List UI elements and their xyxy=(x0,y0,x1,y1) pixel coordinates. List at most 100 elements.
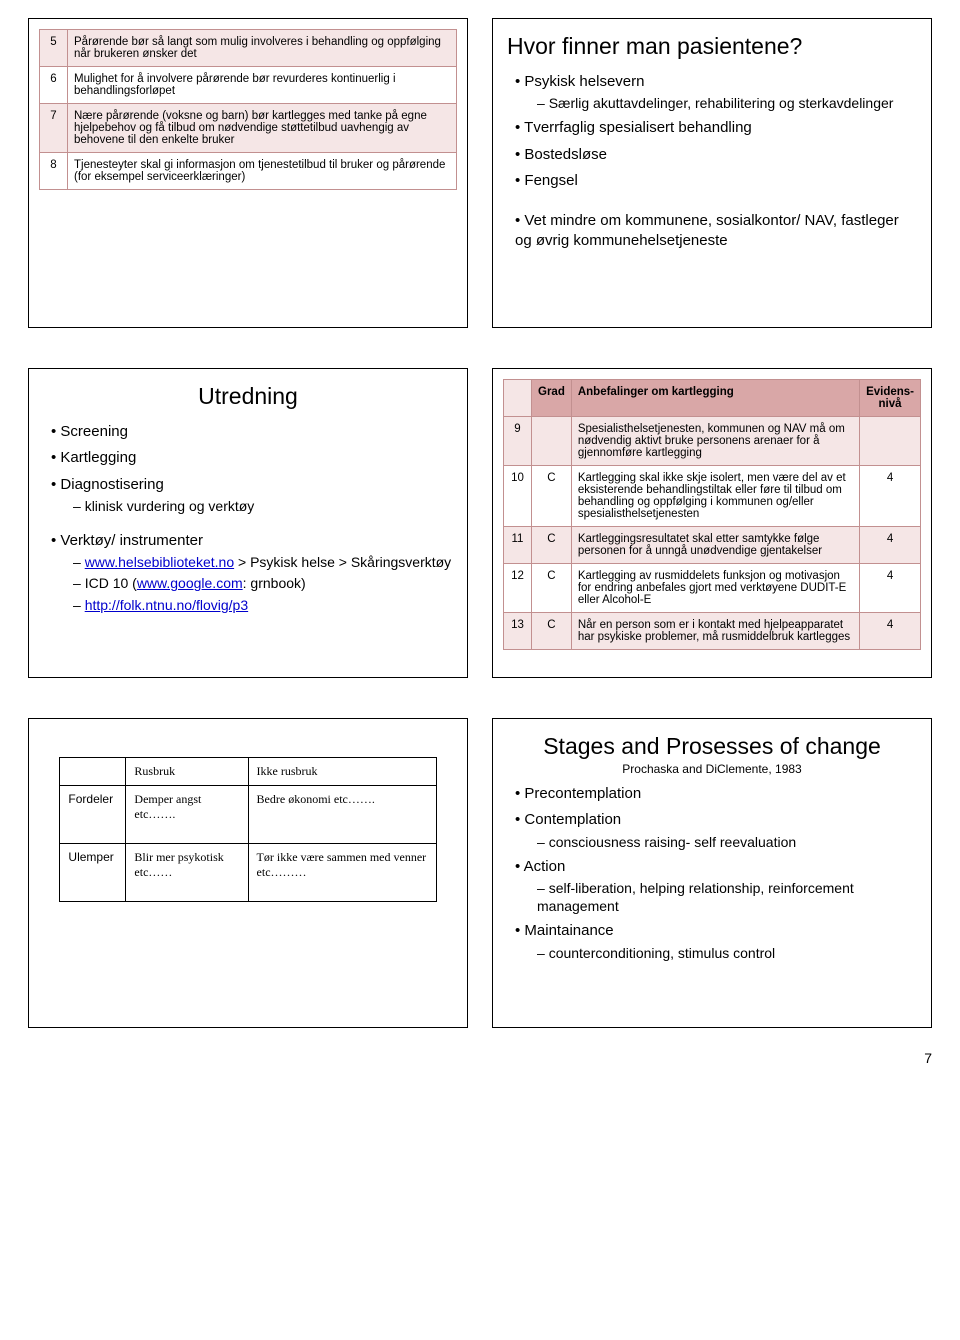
slide-6-title: Stages and Prosesses of change xyxy=(507,733,917,760)
col-empty xyxy=(60,758,126,786)
slide-3-list: Screening Kartlegging Diagnostiseringklini… xyxy=(43,422,453,515)
row-text: Mulighet for å involvere pårørende bør r… xyxy=(68,67,457,104)
col-anbefalinger: Anbefalinger om kartlegging xyxy=(571,380,859,417)
table-row: 13CNår en person som er i kontakt med hj… xyxy=(504,613,921,650)
slide-3-title: Utredning xyxy=(43,383,453,410)
col-blank xyxy=(504,380,532,417)
row-text: Kartleggingsresultatet skal etter samtyk… xyxy=(571,527,859,564)
row-evidence xyxy=(860,417,921,466)
col-rusbruk: Rusbruk xyxy=(126,758,248,786)
list-item: Bostedsløse xyxy=(515,145,917,165)
list-item: Kartlegging xyxy=(51,448,453,468)
sub-list-item: self-liberation, helping relationship, r… xyxy=(537,879,917,915)
row-grade: C xyxy=(532,613,572,650)
row-evidence: 4 xyxy=(860,613,921,650)
table-row: 5Pårørende bør så langt som mulig involv… xyxy=(40,30,457,67)
row-text: Når en person som er i kontakt med hjelp… xyxy=(571,613,859,650)
list-item: Psykisk helsevernSærlig akuttavdelinger,… xyxy=(515,72,917,112)
cell-rusbruk: Demper angst etc……. xyxy=(126,786,248,844)
slide-1: 5Pårørende bør så langt som mulig involv… xyxy=(28,18,468,328)
row-text: Pårørende bør så langt som mulig involve… xyxy=(68,30,457,67)
slide-3: Utredning Screening Kartlegging Diagnostis… xyxy=(28,368,468,678)
row-number: 7 xyxy=(40,104,68,153)
row-evidence: 4 xyxy=(860,564,921,613)
table-rusbruk: Rusbruk Ikke rusbruk FordelerDemper angs… xyxy=(59,757,436,902)
sub-list: counterconditioning, stimulus control xyxy=(515,944,917,962)
slide-5: Rusbruk Ikke rusbruk FordelerDemper angs… xyxy=(28,718,468,1028)
col-ikke-rusbruk: Ikke rusbruk xyxy=(248,758,436,786)
list-item: Fengsel xyxy=(515,171,917,191)
slide-6-list: Precontemplation Contemplationconsciousne… xyxy=(507,784,917,962)
list-item: Maintainancecounterconditioning, stimulu… xyxy=(515,921,917,961)
table-row: 10CKartlegging skal ikke skje isolert, m… xyxy=(504,466,921,527)
slide-2-list: Psykisk helsevernSærlig akuttavdelinger,… xyxy=(507,72,917,191)
col-grad: Grad xyxy=(532,380,572,417)
row-text: Kartlegging av rusmiddelets funksjon og … xyxy=(571,564,859,613)
slide-2: Hvor finner man pasientene? Psykisk hels… xyxy=(492,18,932,328)
row-label: Fordeler xyxy=(60,786,126,844)
table-row: 9 Spesialisthelsetjenesten, kommunen og N… xyxy=(504,417,921,466)
row-number: 5 xyxy=(40,30,68,67)
sub-list-item: ICD 10 (www.google.com: grnbook) xyxy=(73,574,453,592)
sub-list: self-liberation, helping relationship, r… xyxy=(515,879,917,915)
list-item: Contemplationconsciousness raising- self… xyxy=(515,810,917,850)
slide-6: Stages and Prosesses of change Prochaska… xyxy=(492,718,932,1028)
row-text: Spesialisthelsetjenesten, kommunen og NA… xyxy=(571,417,859,466)
row-text: Tjenesteyter skal gi informasjon om tjen… xyxy=(68,153,457,190)
row-text: Kartlegging skal ikke skje isolert, men … xyxy=(571,466,859,527)
link[interactable]: www.helsebiblioteket.no xyxy=(85,554,234,570)
sub-list-item: counterconditioning, stimulus control xyxy=(537,944,917,962)
row-label: Ulemper xyxy=(60,844,126,902)
row-number: 9 xyxy=(504,417,532,466)
table-row: UlemperBlir mer psykotisk etc……Tør ikke … xyxy=(60,844,436,902)
table-row: 11CKartleggingsresultatet skal etter sam… xyxy=(504,527,921,564)
slide-2-title: Hvor finner man pasientene? xyxy=(507,33,917,60)
row-grade: C xyxy=(532,466,572,527)
page-number: 7 xyxy=(28,1050,932,1066)
slide-4: Grad Anbefalinger om kartlegging Evidens… xyxy=(492,368,932,678)
sub-list-item: Særlig akuttavdelinger, rehabilitering o… xyxy=(537,94,917,112)
sub-list: klinisk vurdering og verktøy xyxy=(51,497,453,515)
list-item: Precontemplation xyxy=(515,784,917,804)
sub-list: Særlig akuttavdelinger, rehabilitering o… xyxy=(515,94,917,112)
slides-grid: 5Pårørende bør så langt som mulig involv… xyxy=(28,18,932,1028)
row-evidence: 4 xyxy=(860,527,921,564)
row-number: 13 xyxy=(504,613,532,650)
row-text: Nære pårørende (voksne og barn) bør kart… xyxy=(68,104,457,153)
sub-list-item: http://folk.ntnu.no/flovig/p3 xyxy=(73,596,453,614)
cell-rusbruk: Blir mer psykotisk etc…… xyxy=(126,844,248,902)
row-number: 6 xyxy=(40,67,68,104)
list-item: Vet mindre om kommunene, sosialkontor/ N… xyxy=(515,211,917,252)
table-row: FordelerDemper angst etc…….Bedre økonomi… xyxy=(60,786,436,844)
link[interactable]: www.google.com xyxy=(137,575,243,591)
sub-list: www.helsebiblioteket.no > Psykisk helse … xyxy=(51,553,453,614)
sub-list-item: www.helsebiblioteket.no > Psykisk helse … xyxy=(73,553,453,571)
link[interactable]: http://folk.ntnu.no/flovig/p3 xyxy=(85,597,248,613)
sub-list-item: consciousness raising- self reevaluation xyxy=(537,833,917,851)
table-parorende: 5Pårørende bør så langt som mulig involv… xyxy=(39,29,457,190)
row-grade: C xyxy=(532,527,572,564)
list-item: Tverrfaglig spesialisert behandling xyxy=(515,118,917,138)
sub-list: consciousness raising- self reevaluation xyxy=(515,833,917,851)
list-item: Diagnostiseringklinisk vurdering og verk… xyxy=(51,475,453,515)
table-row: 12CKartlegging av rusmiddelets funksjon … xyxy=(504,564,921,613)
col-evidens: Evidens-nivå xyxy=(860,380,921,417)
cell-ikke-rusbruk: Bedre økonomi etc……. xyxy=(248,786,436,844)
sub-list-item: klinisk vurdering og verktøy xyxy=(73,497,453,515)
row-grade: C xyxy=(532,564,572,613)
table-row: 6Mulighet for å involvere pårørende bør … xyxy=(40,67,457,104)
table-row: 8Tjenesteyter skal gi informasjon om tje… xyxy=(40,153,457,190)
slide-6-subtitle: Prochaska and DiClemente, 1983 xyxy=(507,762,917,776)
list-item: Verktøy/ instrumenterwww.helsebiblioteke… xyxy=(51,531,453,614)
row-number: 11 xyxy=(504,527,532,564)
slide-3-list-2: Verktøy/ instrumenterwww.helsebiblioteke… xyxy=(43,531,453,614)
table-kartlegging: Grad Anbefalinger om kartlegging Evidens… xyxy=(503,379,921,650)
row-evidence: 4 xyxy=(860,466,921,527)
cell-ikke-rusbruk: Tør ikke være sammen med venner etc……… xyxy=(248,844,436,902)
row-number: 10 xyxy=(504,466,532,527)
slide-2-list-2: Vet mindre om kommunene, sosialkontor/ N… xyxy=(507,211,917,252)
row-number: 12 xyxy=(504,564,532,613)
list-item: Screening xyxy=(51,422,453,442)
list-item: Actionself-liberation, helping relations… xyxy=(515,857,917,916)
table-row: 7Nære pårørende (voksne og barn) bør kar… xyxy=(40,104,457,153)
